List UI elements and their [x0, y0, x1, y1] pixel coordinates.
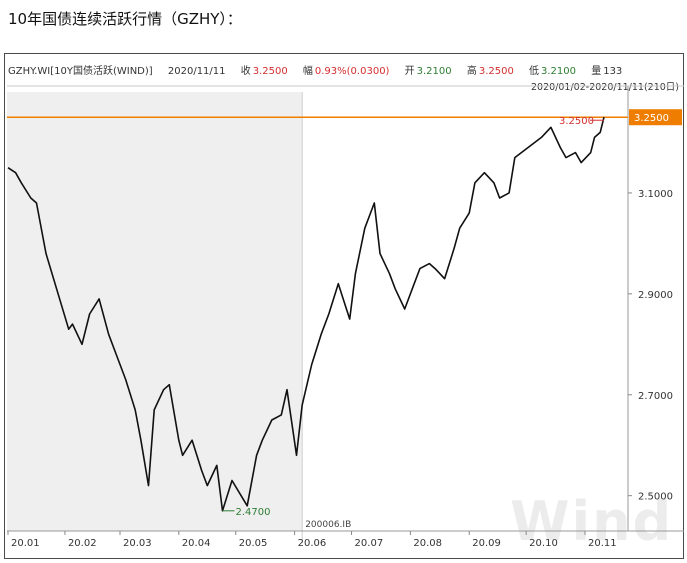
x-tick-label: 20.02	[68, 538, 97, 549]
max-annotation-label: 3.2500	[559, 116, 594, 127]
chart-frame	[4, 53, 684, 559]
last-price-label: 3.2500	[634, 113, 669, 124]
x-tick-label: 20.05	[239, 538, 268, 549]
quote-date: 2020/11/11	[167, 66, 226, 77]
close-label: 收	[240, 66, 251, 77]
high-value: 3.2500	[478, 66, 514, 77]
x-tick-label: 20.03	[123, 538, 152, 549]
volume-label: 量	[591, 66, 602, 77]
volume-value: 133	[603, 66, 623, 77]
x-tick-label: 20.06	[298, 538, 327, 549]
x-tick-label: 20.08	[413, 538, 442, 549]
axis-footnote: 200006.IB	[305, 520, 351, 530]
x-tick-label: 20.04	[182, 538, 211, 549]
chart-title: 10年国债连续活跃行情（GZHY）：	[8, 10, 242, 28]
x-tick-label: 20.07	[355, 538, 384, 549]
wind-watermark: Wind	[510, 490, 674, 553]
low-value: 3.2100	[541, 66, 577, 77]
close-value: 3.2500	[252, 66, 288, 77]
y-tick-label: 2.7000	[638, 391, 673, 402]
x-tick-label: 20.09	[472, 538, 501, 549]
quote-info-row: GZHY.WI[10Y国债活跃(WIND)] 2020/11/11 收 3.250…	[8, 62, 624, 77]
security-code: GZHY.WI[10Y国债活跃(WIND)]	[8, 66, 153, 77]
min-annotation-label: 2.4700	[235, 507, 270, 518]
last-price-tag	[629, 109, 682, 126]
x-tick-label: 20.10	[529, 538, 558, 549]
open-value: 3.2100	[416, 66, 452, 77]
low-label: 低	[529, 66, 540, 77]
change-value: 0.93%(0.0300)	[314, 66, 390, 77]
date-range: 2020/01/02-2020/11/11(210日)	[531, 82, 679, 93]
shaded-period	[7, 92, 303, 531]
x-tick-label: 20.01	[11, 538, 40, 549]
high-label: 高	[466, 66, 477, 77]
change-label: 幅	[302, 66, 313, 77]
y-tick-label: 2.5000	[638, 492, 673, 503]
y-tick-label: 3.1000	[638, 189, 673, 200]
price-series-line	[7, 117, 605, 512]
open-label: 开	[404, 66, 415, 77]
y-tick-label: 2.9000	[638, 290, 673, 301]
x-tick-label: 20.11	[588, 538, 617, 549]
